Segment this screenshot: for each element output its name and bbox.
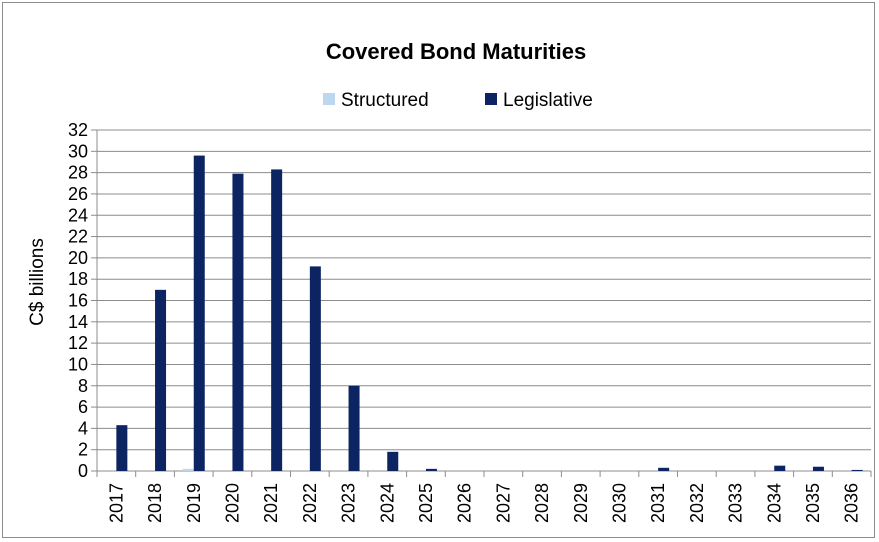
bar-legislative-2034 bbox=[774, 465, 786, 471]
x-tick-label: 2023 bbox=[339, 483, 359, 523]
bar-legislative-2021 bbox=[271, 169, 283, 471]
legend-swatch-structured bbox=[323, 93, 335, 105]
x-tick-label: 2032 bbox=[687, 483, 707, 523]
x-tick-label: 2026 bbox=[455, 483, 475, 523]
bar-legislative-2025 bbox=[425, 468, 437, 471]
bar-legislative-2019 bbox=[193, 155, 205, 471]
x-tick-label: 2027 bbox=[493, 483, 513, 523]
x-tick-label: 2033 bbox=[726, 483, 746, 523]
y-tick-label: 22 bbox=[68, 227, 88, 247]
y-axis-title: C$ billions bbox=[27, 238, 48, 326]
y-tick-label: 6 bbox=[78, 397, 88, 417]
axes bbox=[96, 130, 872, 477]
chart-title: Covered Bond Maturities bbox=[326, 39, 586, 64]
x-tick-label: 2020 bbox=[222, 483, 242, 523]
y-tick-label: 0 bbox=[78, 461, 88, 481]
bar-legislative-2022 bbox=[309, 266, 321, 471]
bar-legislative-2020 bbox=[232, 173, 244, 472]
legend-label-legislative: Legislative bbox=[503, 90, 593, 111]
bar-legislative-2035 bbox=[812, 466, 824, 471]
y-tick-label: 28 bbox=[68, 163, 88, 183]
x-tick-label: 2030 bbox=[609, 483, 629, 523]
bar-legislative-2024 bbox=[387, 451, 399, 471]
x-tick-label: 2031 bbox=[648, 483, 668, 523]
x-tick-label: 2036 bbox=[842, 483, 862, 523]
y-tick-label: 24 bbox=[68, 205, 88, 225]
y-tick-label: 12 bbox=[68, 333, 88, 353]
bar-legislative-2017 bbox=[116, 425, 128, 471]
x-tick-label: 2025 bbox=[416, 483, 436, 523]
y-tick-label: 30 bbox=[68, 141, 88, 161]
y-tick-label: 10 bbox=[68, 354, 88, 374]
x-tick-label: 2018 bbox=[145, 483, 165, 523]
bar-chart: Covered Bond Maturities Structured Legisl… bbox=[27, 39, 872, 523]
x-tick-label: 2022 bbox=[300, 483, 320, 523]
y-tick-label: 20 bbox=[68, 248, 88, 268]
bar-structured-2019 bbox=[182, 468, 194, 471]
y-tick-label: 4 bbox=[78, 418, 88, 438]
gridlines bbox=[91, 129, 871, 472]
legend-swatch-legislative bbox=[485, 93, 497, 105]
y-tick-label: 16 bbox=[68, 291, 88, 311]
x-tick-label: 2024 bbox=[377, 483, 397, 523]
x-tick-label: 2028 bbox=[532, 483, 552, 523]
bar-legislative-2036 bbox=[851, 469, 863, 471]
bar-legislative-2023 bbox=[348, 385, 360, 471]
x-tick-label: 2017 bbox=[106, 483, 126, 523]
bar-legislative-2018 bbox=[155, 289, 167, 471]
y-tick-label: 32 bbox=[68, 120, 88, 140]
y-tick-label: 8 bbox=[78, 376, 88, 396]
x-tick-label: 2029 bbox=[571, 483, 591, 523]
y-tick-label: 2 bbox=[78, 440, 88, 460]
y-tick-label: 26 bbox=[68, 184, 88, 204]
legend: Structured Legislative bbox=[323, 90, 593, 111]
x-tick-labels: 2017 2018 2019 2020 2021 2022 2023 2024 2025 2026… bbox=[106, 483, 861, 523]
y-tick-label: 18 bbox=[68, 269, 88, 289]
x-tick-label: 2019 bbox=[184, 483, 204, 523]
x-tick-label: 2035 bbox=[803, 483, 823, 523]
bars bbox=[116, 155, 863, 472]
y-tick-label: 14 bbox=[68, 312, 88, 332]
x-tick-label: 2034 bbox=[764, 483, 784, 523]
legend-label-structured: Structured bbox=[341, 90, 429, 111]
x-tick-label: 2021 bbox=[261, 483, 281, 523]
bar-legislative-2031 bbox=[658, 467, 670, 471]
